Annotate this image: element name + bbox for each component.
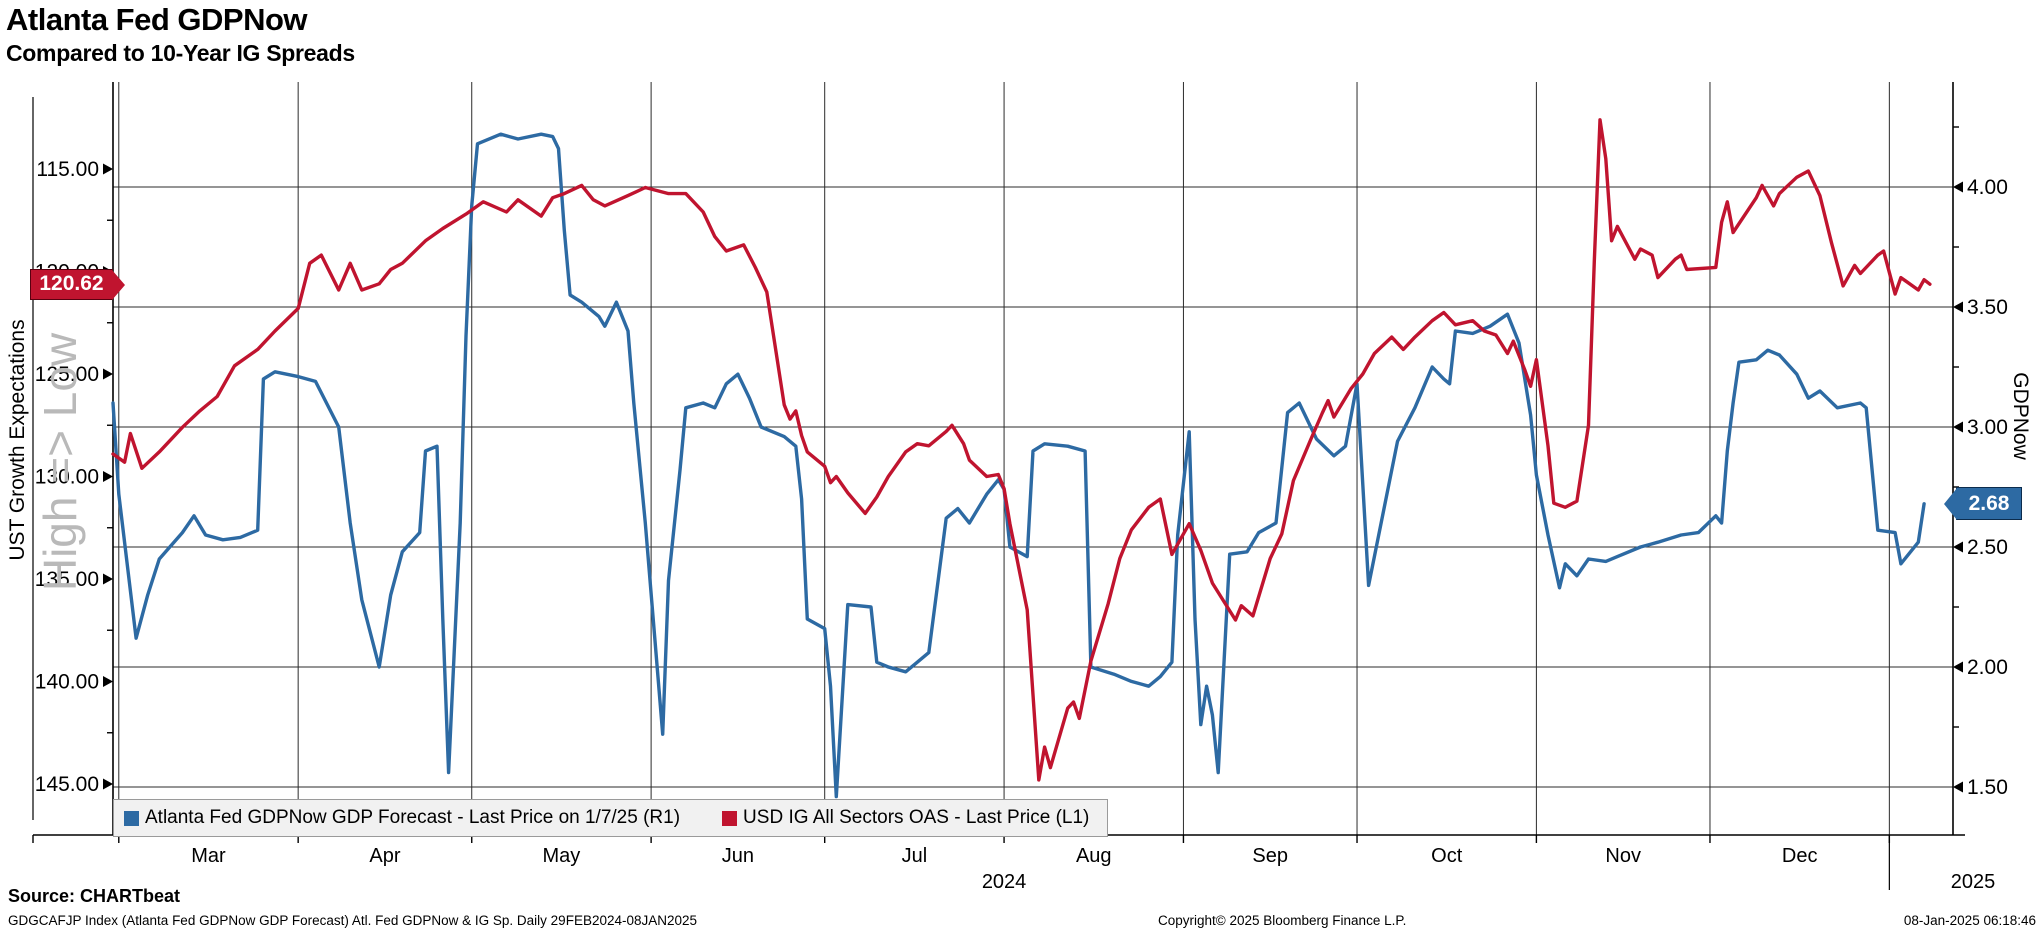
- month-label: Sep: [1252, 845, 1288, 867]
- left-axis-tick-label: 140.00: [35, 671, 99, 694]
- year-label: 2025: [1951, 871, 1996, 893]
- month-label: Jul: [902, 845, 928, 867]
- month-label: Nov: [1605, 845, 1641, 867]
- left-axis-tick-label: 135.00: [35, 568, 99, 591]
- legend: Atlanta Fed GDPNow GDP Forecast - Last P…: [113, 799, 1109, 837]
- series-line: [111, 118, 1932, 782]
- left-axis-tick-label: 115.00: [36, 158, 99, 181]
- left-tick-arrow: [103, 676, 113, 687]
- right-tick-arrow: [1953, 421, 1963, 433]
- legend-item-gdpnow[interactable]: Atlanta Fed GDPNow GDP Forecast - Last P…: [124, 807, 680, 829]
- right-axis-tick-label: 2.50: [1967, 536, 2008, 559]
- legend-label: USD IG All Sectors OAS - Last Price (L1): [743, 807, 1090, 828]
- left-axis-tick-label: 125.00: [35, 363, 99, 386]
- right-axis-tick-label: 3.50: [1967, 296, 2008, 319]
- left-axis-tick-label: 145.00: [35, 773, 99, 796]
- right-axis-tick-label: 1.50: [1967, 776, 2008, 799]
- month-label: Dec: [1782, 845, 1818, 867]
- last-price-badge-right: 2.68: [1944, 487, 2022, 521]
- left-tick-arrow: [103, 368, 113, 380]
- right-axis-tick-label: 4.00: [1967, 176, 2008, 199]
- left-tick-arrow: [103, 778, 113, 790]
- month-label: Mar: [191, 845, 226, 867]
- left-tick-arrow: [103, 471, 113, 482]
- right-axis-tick-label: 2.00: [1967, 656, 2008, 679]
- footer-description: GDGCAFJP Index (Atlanta Fed GDPNow GDP F…: [8, 913, 698, 928]
- watermark-high-low: High => Low: [34, 332, 86, 592]
- legend-item-ig-oas[interactable]: USD IG All Sectors OAS - Last Price (L1): [722, 807, 1089, 829]
- legend-swatch-blue: [124, 810, 139, 826]
- left-axis-tick-label: 130.00: [35, 466, 99, 489]
- last-price-badge-left: 120.62: [30, 268, 125, 300]
- month-label: May: [543, 845, 581, 867]
- right-axis-tick-label: 3.00: [1967, 416, 2008, 439]
- footer-source: Source: CHARTbeat: [8, 886, 181, 906]
- legend-swatch-red: [722, 810, 738, 826]
- page-subtitle: Compared to 10-Year IG Spreads: [6, 40, 355, 66]
- month-label: Aug: [1076, 845, 1112, 867]
- left-tick-arrow: [103, 573, 113, 585]
- right-tick-arrow: [1953, 781, 1963, 793]
- right-tick-arrow: [1953, 301, 1963, 313]
- footer-timestamp: 08-Jan-2025 06:18:46: [1903, 913, 2036, 928]
- right-tick-arrow: [1953, 661, 1963, 673]
- footer-copyright: Copyright© 2025 Bloomberg Finance L.P.: [1158, 913, 1407, 928]
- month-label: Oct: [1431, 845, 1463, 867]
- right-tick-arrow: [1953, 541, 1963, 553]
- series-line: [111, 132, 1926, 799]
- page-title: Atlanta Fed GDPNow: [6, 2, 308, 37]
- legend-label: Atlanta Fed GDPNow GDP Forecast - Last P…: [145, 807, 681, 828]
- year-label: 2024: [982, 871, 1027, 893]
- month-label: Jun: [722, 845, 754, 867]
- month-label: Apr: [369, 845, 400, 867]
- right-tick-arrow: [1953, 181, 1963, 193]
- left-tick-arrow: [103, 163, 113, 175]
